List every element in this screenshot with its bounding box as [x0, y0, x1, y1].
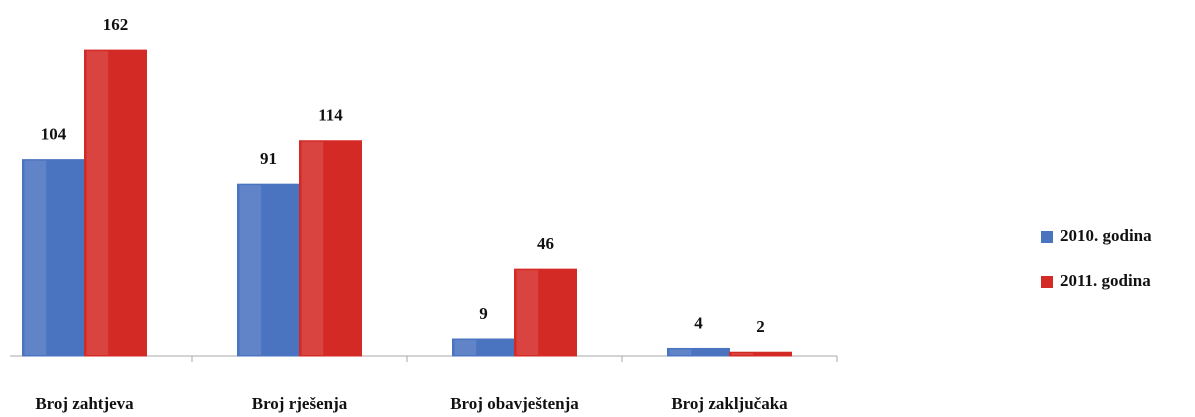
- bar: [514, 268, 577, 357]
- bar-highlight: [516, 270, 539, 355]
- x-tick-label: Broj zahtjeva: [35, 394, 134, 413]
- bar-highlight: [301, 141, 324, 355]
- legend-label: 2010. godina: [1060, 226, 1152, 245]
- bar: [237, 183, 300, 357]
- bar: [299, 140, 362, 357]
- legend-swatch: [1041, 276, 1053, 288]
- bar-highlight: [24, 160, 47, 355]
- x-tick-label: Broj zaključaka: [671, 394, 788, 413]
- legend-swatch: [1041, 231, 1053, 243]
- bar-highlight: [669, 349, 692, 355]
- bar: [729, 351, 792, 357]
- data-label: 162: [103, 15, 129, 34]
- legend-label: 2011. godina: [1060, 271, 1151, 290]
- data-label: 104: [41, 125, 67, 144]
- data-label: 91: [260, 149, 277, 168]
- data-label: 46: [537, 234, 554, 253]
- x-tick-label: Broj rješenja: [252, 394, 348, 413]
- bar-highlight: [86, 51, 109, 355]
- data-label: 4: [694, 313, 703, 332]
- bar-highlight: [239, 185, 262, 355]
- bar: [22, 159, 85, 357]
- bar-highlight: [454, 340, 477, 355]
- x-tick-label: Broj obavještenja: [450, 394, 579, 413]
- data-label: 114: [318, 106, 343, 125]
- bar-highlight: [731, 353, 754, 355]
- bar: [84, 49, 147, 357]
- data-label: 9: [479, 304, 488, 323]
- data-label: 2: [756, 317, 765, 336]
